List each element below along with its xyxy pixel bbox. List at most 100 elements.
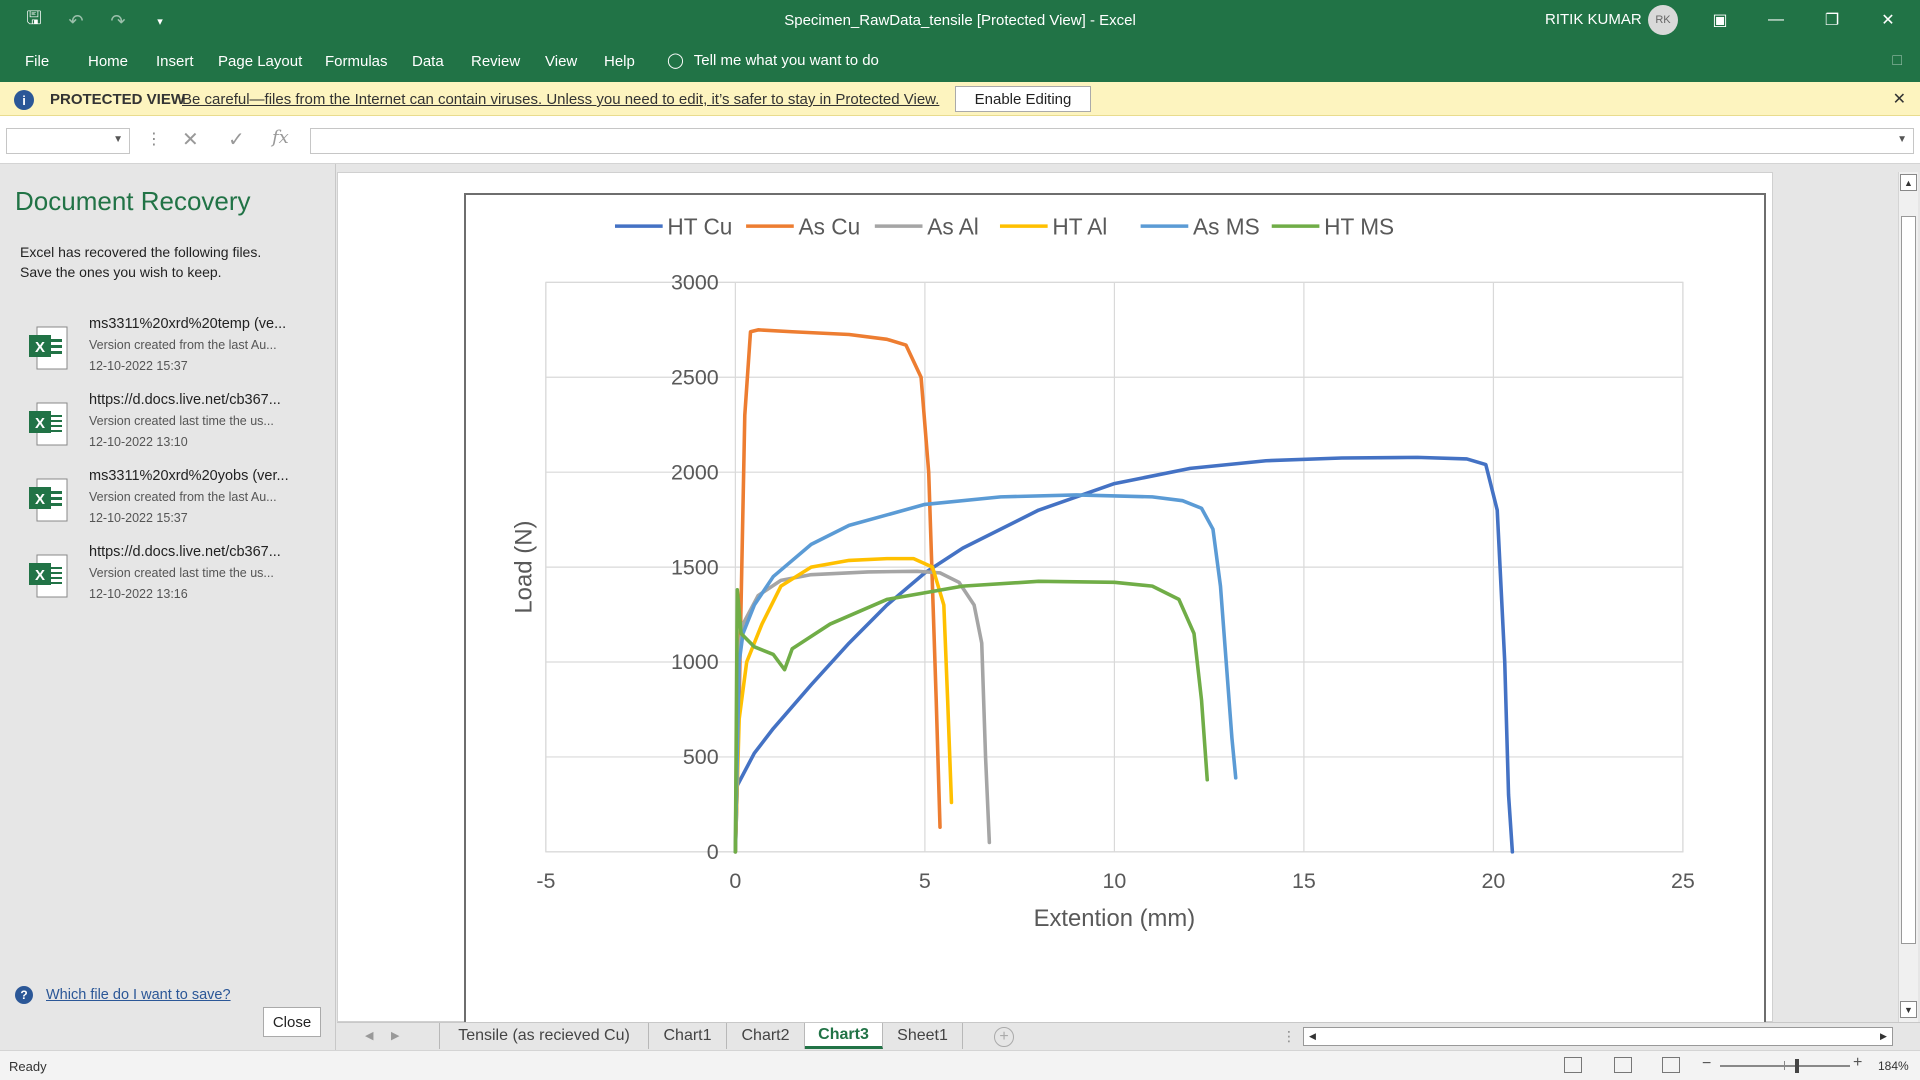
redo-icon[interactable]: ↷ <box>110 10 126 31</box>
status-bar: Ready − + 184% <box>0 1050 1920 1080</box>
recovered-file-name: https://d.docs.live.net/cb367... <box>89 392 281 408</box>
avatar[interactable]: RK <box>1648 5 1678 35</box>
normal-view-icon[interactable] <box>1564 1057 1582 1073</box>
vertical-scrollbar[interactable]: ▲ ▼ <box>1898 172 1918 1022</box>
zoom-in-icon[interactable]: + <box>1853 1054 1863 1071</box>
recovered-file-item[interactable]: X https://d.docs.live.net/cb367... Versi… <box>0 392 336 468</box>
scroll-right-icon[interactable]: ▶ <box>1880 1031 1887 1041</box>
ribbon-tabs: File Home Insert Page Layout Formulas Da… <box>0 42 1920 82</box>
tab-split-handle-icon[interactable]: ⋮ <box>1282 1028 1296 1044</box>
tab-help[interactable]: Help <box>604 53 635 70</box>
sheet-tab-chart2[interactable]: Chart2 <box>727 1023 805 1049</box>
undo-icon[interactable]: ↶ <box>68 10 84 31</box>
x-tick-label: 25 <box>1671 869 1695 893</box>
tab-page-layout[interactable]: Page Layout <box>218 53 303 70</box>
sheet-tab-chart3[interactable]: Chart3 <box>805 1023 883 1049</box>
user-name[interactable]: RITIK KUMAR <box>1545 11 1642 28</box>
enable-editing-button[interactable]: Enable Editing <box>955 86 1091 112</box>
series-line <box>733 579 1210 854</box>
legend-label: As Al <box>927 213 979 239</box>
tab-view[interactable]: View <box>545 53 578 70</box>
legend-label: HT Cu <box>667 213 732 239</box>
y-tick-label: 500 <box>683 745 719 769</box>
scroll-left-icon[interactable]: ◀ <box>1309 1031 1316 1041</box>
y-axis-title: Load (N) <box>511 521 538 614</box>
recovery-description-line: Excel has recovered the following files. <box>20 244 262 260</box>
close-window-icon[interactable]: ✕ <box>1881 12 1895 29</box>
lightbulb-icon: ◯ <box>667 52 684 69</box>
cancel-icon[interactable]: ✕ <box>182 129 199 151</box>
help-icon[interactable]: ? <box>15 986 33 1004</box>
zoom-level[interactable]: 184% <box>1878 1059 1909 1073</box>
chart-area[interactable]: -5 0 5 10 15 20 25 0 500 1000 1500 2000 2500 3000 Exte… <box>464 193 1766 1025</box>
minimize-icon[interactable]: — <box>1768 11 1784 28</box>
scroll-down-icon[interactable]: ▼ <box>1900 1001 1917 1018</box>
insert-function-icon[interactable]: fx <box>272 127 289 148</box>
page-break-preview-icon[interactable] <box>1662 1057 1680 1073</box>
formula-input[interactable]: ▼ <box>310 128 1914 154</box>
recovered-file-note: Version created last time the us... <box>89 566 274 580</box>
tab-review[interactable]: Review <box>471 53 521 70</box>
svg-text:X: X <box>35 415 45 432</box>
which-file-help-link[interactable]: Which file do I want to save? <box>46 987 231 1003</box>
sheet-area: -5 0 5 10 15 20 25 0 500 1000 1500 2000 2500 3000 Exte… <box>337 164 1920 1025</box>
restore-icon[interactable]: ❐ <box>1824 12 1840 29</box>
ribbon-display-options-icon[interactable]: ▣ <box>1712 12 1728 29</box>
close-icon[interactable]: ✕ <box>1892 91 1906 108</box>
x-tick-label: 20 <box>1481 869 1505 893</box>
tell-me-search[interactable]: ◯ Tell me what you want to do <box>667 51 879 70</box>
tell-me-label: Tell me what you want to do <box>693 51 879 69</box>
x-tick-label: 5 <box>919 869 931 893</box>
y-tick-label: 0 <box>707 840 719 864</box>
scrollbar-thumb[interactable] <box>1901 216 1916 944</box>
recovered-file-item[interactable]: X https://d.docs.live.net/cb367... Versi… <box>0 544 336 620</box>
recovered-file-item[interactable]: X ms3311%20xrd%20yobs (ver... Version cr… <box>0 468 336 544</box>
add-sheet-icon[interactable]: + <box>994 1027 1014 1047</box>
zoom-slider[interactable] <box>1720 1065 1850 1067</box>
drag-handle-icon[interactable]: ⋮ <box>146 131 162 148</box>
recovered-file-date: 12-10-2022 13:10 <box>89 435 188 449</box>
scroll-up-icon[interactable]: ▲ <box>1900 174 1917 191</box>
tab-data[interactable]: Data <box>412 53 444 70</box>
protected-view-message[interactable]: Be careful—files from the Internet can c… <box>182 91 940 108</box>
document-recovery-pane: Document Recovery Excel has recovered th… <box>0 164 336 1050</box>
name-box[interactable]: ▼ <box>6 128 130 154</box>
svg-text:X: X <box>35 339 45 356</box>
sheet-tab-tensile[interactable]: Tensile (as recieved Cu) <box>439 1023 649 1049</box>
recovered-file-item[interactable]: X ms3311%20xrd%20temp (ve... Version cre… <box>0 316 336 392</box>
legend-label: HT MS <box>1324 213 1394 239</box>
svg-text:X: X <box>35 567 45 584</box>
recovery-title: Document Recovery <box>15 186 251 216</box>
horizontal-scrollbar[interactable]: ◀ ▶ <box>1303 1027 1893 1046</box>
sheet-tab-sheet1[interactable]: Sheet1 <box>883 1023 963 1049</box>
tab-formulas[interactable]: Formulas <box>325 53 388 70</box>
page-layout-view-icon[interactable] <box>1614 1057 1632 1073</box>
title-bar: 🖫 ↶ ↷ ▾ Specimen_RawData_tensile [Protec… <box>0 0 1920 42</box>
series-line <box>733 569 992 854</box>
y-tick-label: 2500 <box>671 365 719 389</box>
zoom-slider-thumb[interactable] <box>1795 1059 1799 1073</box>
tab-home[interactable]: Home <box>88 53 129 70</box>
next-sheet-icon[interactable]: ▶ <box>391 1030 400 1042</box>
x-tick-label: 15 <box>1292 869 1316 893</box>
line-chart[interactable]: -5 0 5 10 15 20 25 0 500 1000 1500 2000 2500 3000 Exte… <box>466 195 1764 1023</box>
previous-sheet-icon[interactable]: ◀ <box>365 1030 374 1042</box>
customize-toolbar-icon[interactable]: ▾ <box>157 15 163 28</box>
chevron-down-icon[interactable]: ▼ <box>113 134 123 145</box>
enter-icon[interactable]: ✓ <box>228 129 245 151</box>
close-button[interactable]: Close <box>263 1007 321 1037</box>
save-icon[interactable]: 🖫 <box>26 8 42 28</box>
expand-formula-bar-icon[interactable]: ▼ <box>1897 134 1907 145</box>
recovered-file-note: Version created last time the us... <box>89 414 274 428</box>
sheet-tab-chart1[interactable]: Chart1 <box>649 1023 727 1049</box>
tab-insert[interactable]: Insert <box>156 53 194 70</box>
legend-label: HT Al <box>1052 213 1107 239</box>
comments-icon[interactable]: □ <box>1892 52 1902 69</box>
zoom-out-icon[interactable]: − <box>1702 1055 1712 1072</box>
tab-file[interactable]: File <box>25 53 50 70</box>
protected-view-bar: i PROTECTED VIEW Be careful—files from t… <box>0 82 1920 116</box>
x-tick-label: 10 <box>1102 869 1126 893</box>
formula-bar: ▼ ⋮ ✕ ✓ fx ▼ <box>0 116 1920 164</box>
protected-view-label: PROTECTED VIEW <box>50 91 186 108</box>
chart-plot-group: -5 0 5 10 15 20 25 0 500 1000 1500 2000 2500 3000 Exte… <box>511 213 1695 932</box>
